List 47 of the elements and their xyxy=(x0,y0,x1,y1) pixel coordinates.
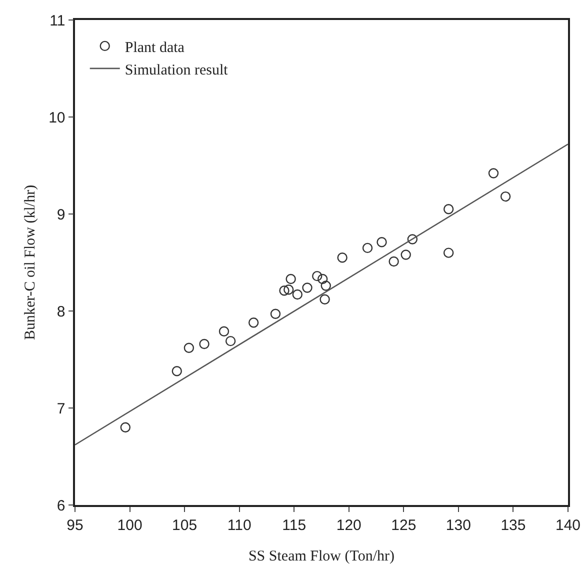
point xyxy=(500,191,511,202)
x-tick-label: 110 xyxy=(227,516,252,534)
x-tick-label: 125 xyxy=(391,516,416,534)
point xyxy=(120,422,130,432)
x-tick-label: 100 xyxy=(117,516,142,534)
point xyxy=(248,318,259,328)
x-tick-label: 140 xyxy=(555,516,581,534)
point xyxy=(318,274,328,284)
point xyxy=(443,248,454,258)
point xyxy=(302,282,312,293)
y-tick-label: 8 xyxy=(56,303,66,320)
point xyxy=(225,336,236,346)
point xyxy=(284,284,294,295)
point xyxy=(320,280,331,291)
x-tick-label: 105 xyxy=(172,516,198,534)
point xyxy=(320,294,330,304)
y-tick-label: 7 xyxy=(56,400,66,418)
point xyxy=(292,289,302,300)
point xyxy=(199,338,210,350)
point xyxy=(362,242,373,254)
point xyxy=(388,256,399,267)
point xyxy=(376,237,387,248)
point xyxy=(218,326,230,336)
y-tick-label: 11 xyxy=(50,12,66,30)
y-axis-title: Bunker-C oil Flow (kl/hr) xyxy=(22,184,38,340)
y-tick-label: 9 xyxy=(56,206,66,224)
point xyxy=(337,252,348,263)
point xyxy=(286,274,296,284)
x-tick-label: 135 xyxy=(500,516,526,534)
x-tick-label: 120 xyxy=(336,516,362,534)
point xyxy=(400,250,411,260)
point xyxy=(270,308,281,320)
point xyxy=(407,234,418,244)
x-tick-label: 115 xyxy=(282,516,306,534)
x-tick-label: 130 xyxy=(446,516,471,534)
point xyxy=(488,168,499,178)
y-tick-label: 6 xyxy=(56,497,66,514)
y-tick-label: 10 xyxy=(48,109,66,126)
point xyxy=(279,286,290,296)
point xyxy=(184,342,194,353)
point xyxy=(443,204,454,214)
legend-label: Plant data xyxy=(124,40,185,56)
legend-label: Simulation result xyxy=(124,62,229,78)
point xyxy=(312,270,322,282)
x-tick-label: 95 xyxy=(66,516,84,534)
x-axis-title: SS Steam Flow (Ton/hr) xyxy=(248,548,395,564)
point xyxy=(172,366,182,376)
